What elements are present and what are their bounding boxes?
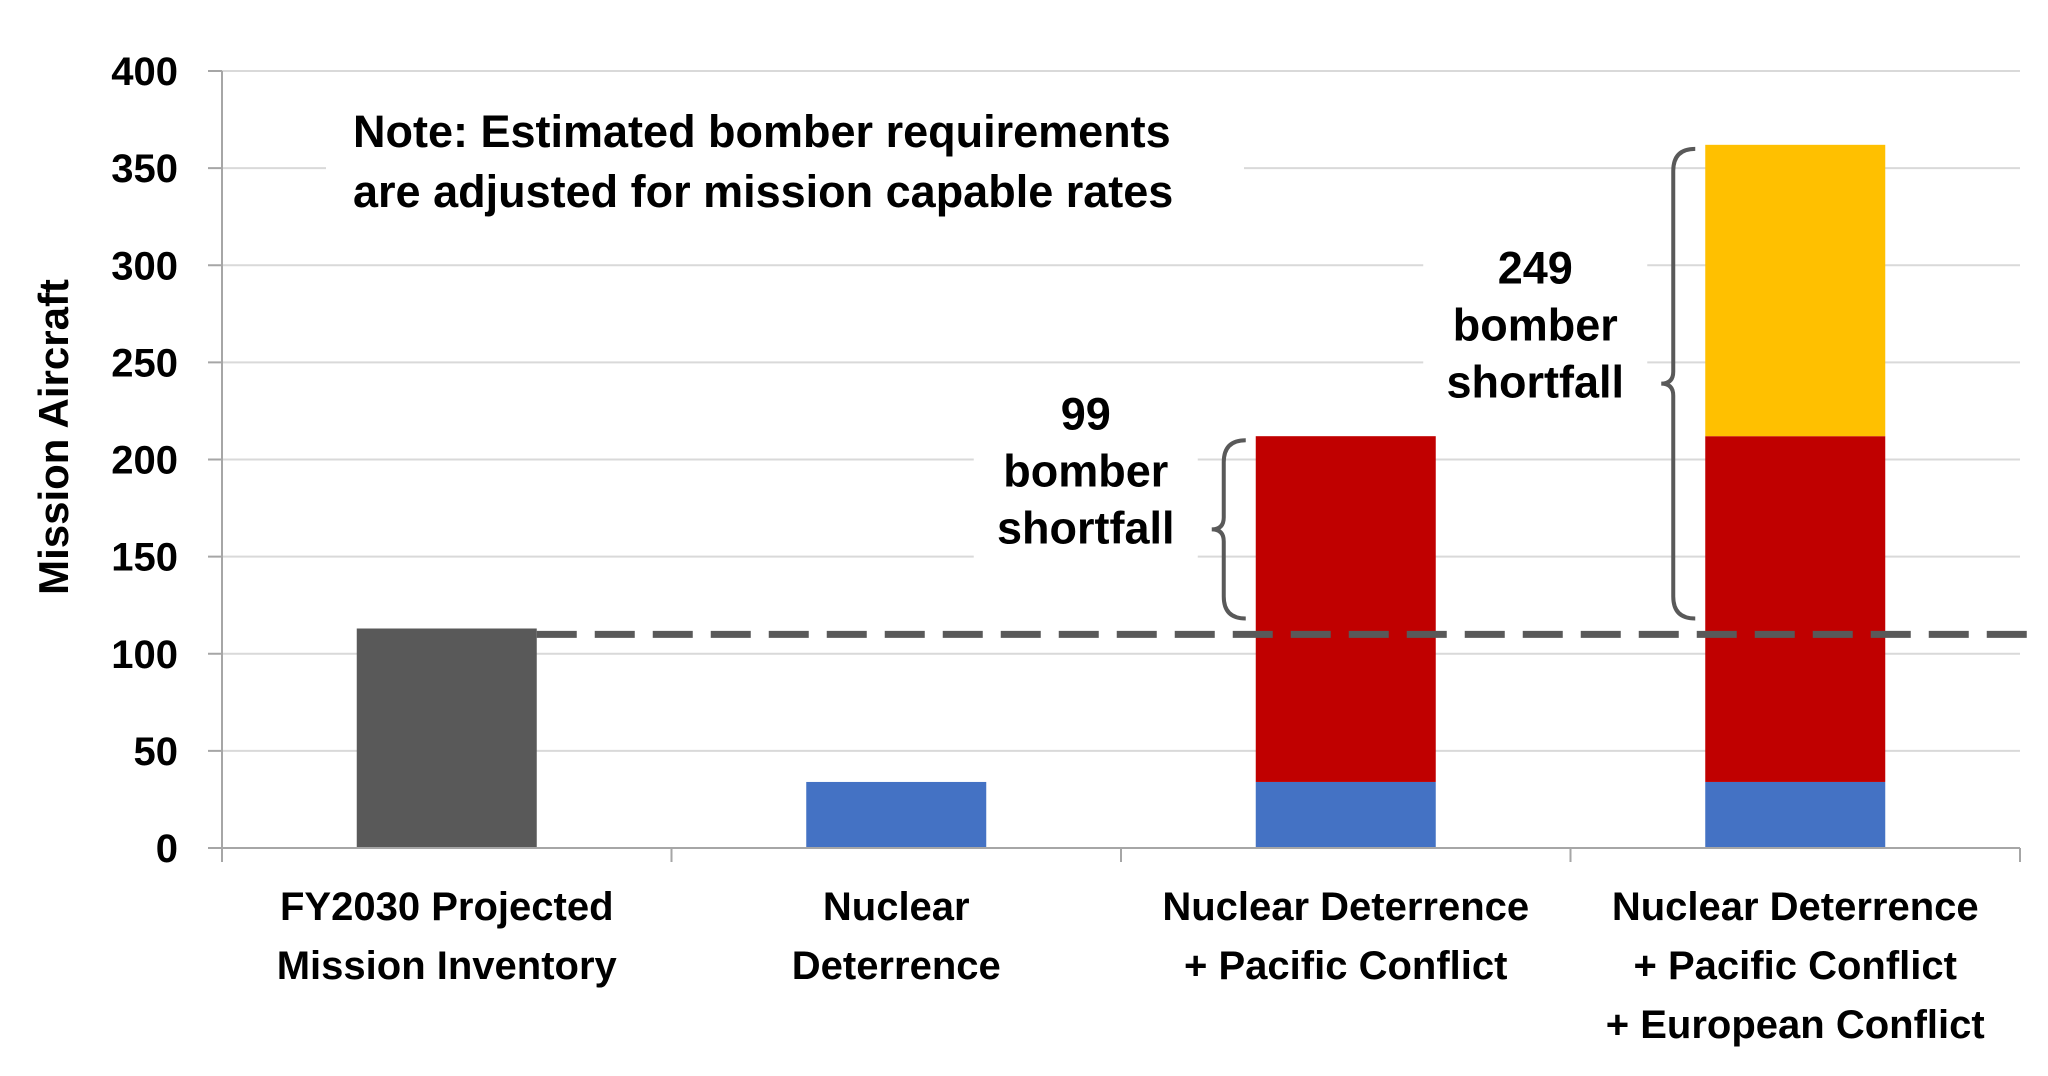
category-labels: FY2030 Projected Mission Inventory Nuclear… bbox=[277, 885, 1985, 1047]
y-tick-label: 300 bbox=[111, 244, 178, 288]
y-tick-label: 50 bbox=[134, 730, 179, 774]
note-background bbox=[326, 100, 1244, 234]
annotations: Note: Estimated bomber requirements are a… bbox=[326, 100, 1696, 621]
y-tick-label: 400 bbox=[111, 50, 178, 94]
shortfall-brace bbox=[1661, 146, 1696, 621]
shortfall-label: shortfall bbox=[997, 502, 1175, 553]
bar-pacific-conflict-3 bbox=[1705, 436, 1886, 782]
y-tick-label: 0 bbox=[156, 827, 178, 871]
note-text: are adjusted for mission capable rates bbox=[353, 166, 1173, 217]
shortfall-label: 99 bbox=[1061, 388, 1111, 439]
category-label: Nuclear Deterrence bbox=[1612, 885, 1979, 929]
category-label: Nuclear Deterrence bbox=[1162, 885, 1529, 929]
bar-nuclear-deterrence-2 bbox=[1255, 781, 1436, 848]
shortfall-label-bg bbox=[973, 383, 1198, 565]
category-label: + European Conflict bbox=[1606, 1003, 1985, 1047]
y-tick-label: 350 bbox=[111, 147, 178, 191]
y-tick-label: 200 bbox=[111, 439, 178, 483]
category-label: + Pacific Conflict bbox=[1634, 944, 1957, 988]
category-label: + Pacific Conflict bbox=[1184, 944, 1507, 988]
y-tick-label: 250 bbox=[111, 341, 178, 385]
shortfall-label: bomber bbox=[1453, 300, 1618, 351]
bar-nuclear-deterrence-1 bbox=[806, 781, 987, 848]
bar-projected-inventory-0 bbox=[356, 628, 537, 848]
y-tick-label: 100 bbox=[111, 633, 178, 677]
shortfall-label: 249 bbox=[1498, 243, 1573, 294]
category-label: Deterrence bbox=[792, 944, 1001, 988]
category-label: FY2030 Projected bbox=[280, 885, 614, 929]
bar-pacific-conflict-2 bbox=[1255, 436, 1436, 782]
axes bbox=[208, 70, 2021, 862]
shortfall-brace bbox=[1211, 438, 1246, 621]
shortfall-label-bg bbox=[1423, 237, 1648, 419]
y-tick-labels: 0 50 100 150 200 250 300 350 400 bbox=[111, 50, 178, 871]
category-label: Nuclear bbox=[823, 885, 970, 929]
shortfall-label: bomber bbox=[1003, 445, 1168, 496]
category-label: Mission Inventory bbox=[277, 944, 618, 988]
bar-european-conflict-3 bbox=[1705, 144, 1886, 437]
y-axis-label: Mission Aircraft bbox=[30, 279, 77, 595]
bar-nuclear-deterrence-3 bbox=[1705, 781, 1886, 848]
y-tick-label: 150 bbox=[111, 536, 178, 580]
bars bbox=[356, 144, 1886, 848]
note-text: Note: Estimated bomber requirements bbox=[353, 106, 1171, 157]
shortfall-label: shortfall bbox=[1446, 357, 1624, 408]
